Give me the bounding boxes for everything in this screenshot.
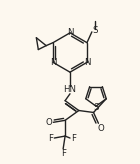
Text: S: S [93,103,99,112]
Text: O: O [45,118,52,127]
Text: N: N [84,58,90,67]
Text: N: N [50,58,56,67]
Text: F: F [71,133,76,143]
Text: HN: HN [64,85,76,94]
Text: O: O [97,124,104,133]
Text: S: S [92,26,98,35]
Text: F: F [48,133,53,143]
Text: F: F [61,149,66,158]
Text: N: N [67,28,73,37]
